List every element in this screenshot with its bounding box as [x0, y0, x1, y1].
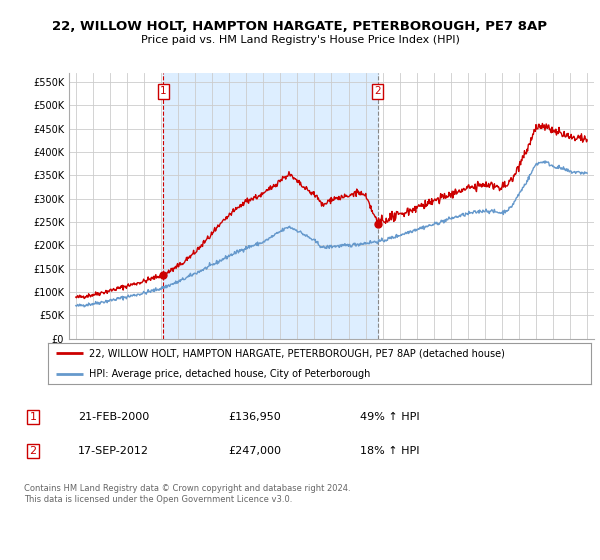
- Text: 21-FEB-2000: 21-FEB-2000: [78, 412, 149, 422]
- Text: 1: 1: [160, 86, 167, 96]
- Text: 49% ↑ HPI: 49% ↑ HPI: [360, 412, 419, 422]
- Text: Price paid vs. HM Land Registry's House Price Index (HPI): Price paid vs. HM Land Registry's House …: [140, 35, 460, 45]
- Text: 2: 2: [374, 86, 381, 96]
- Bar: [163, 73, 378, 339]
- Text: 22, WILLOW HOLT, HAMPTON HARGATE, PETERBOROUGH, PE7 8AP: 22, WILLOW HOLT, HAMPTON HARGATE, PETERB…: [53, 20, 548, 32]
- Text: 22, WILLOW HOLT, HAMPTON HARGATE, PETERBOROUGH, PE7 8AP (detached house): 22, WILLOW HOLT, HAMPTON HARGATE, PETERB…: [89, 348, 505, 358]
- Text: £136,950: £136,950: [228, 412, 281, 422]
- Text: 17-SEP-2012: 17-SEP-2012: [78, 446, 149, 456]
- Text: HPI: Average price, detached house, City of Peterborough: HPI: Average price, detached house, City…: [89, 368, 370, 379]
- Text: 1: 1: [29, 412, 37, 422]
- Text: 2: 2: [29, 446, 37, 456]
- Text: Contains HM Land Registry data © Crown copyright and database right 2024.
This d: Contains HM Land Registry data © Crown c…: [24, 484, 350, 504]
- Text: 18% ↑ HPI: 18% ↑ HPI: [360, 446, 419, 456]
- Text: £247,000: £247,000: [228, 446, 281, 456]
